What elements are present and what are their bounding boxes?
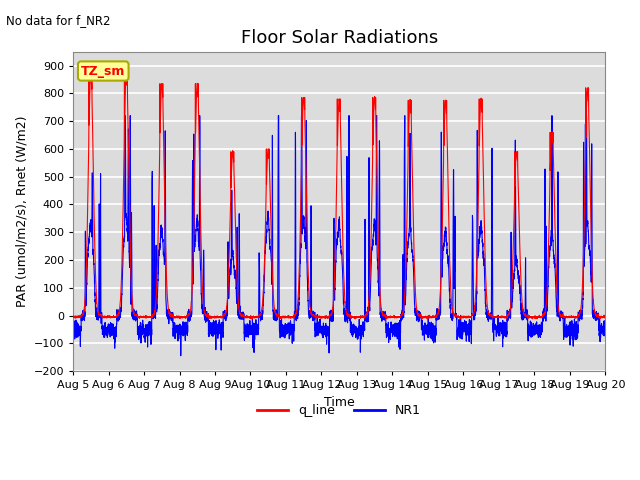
q_line	[489, 313, 497, 319]
Title: Floor Solar Radiations: Floor Solar Radiations	[241, 29, 438, 48]
q_line	[69, 313, 77, 319]
Text: TZ_sm: TZ_sm	[81, 64, 125, 77]
q_line	[602, 315, 609, 321]
Line: NR1: NR1	[73, 116, 605, 356]
NR1	[121, 113, 129, 119]
NR1	[601, 329, 609, 335]
NR1	[69, 328, 77, 334]
NR1	[177, 353, 184, 359]
NR1	[165, 321, 173, 326]
X-axis label: Time: Time	[324, 396, 355, 408]
q_line	[165, 308, 173, 313]
q_line	[277, 316, 285, 322]
Text: No data for f_NR2: No data for f_NR2	[6, 14, 111, 27]
q_line	[319, 314, 327, 320]
NR1	[429, 333, 436, 338]
NR1	[319, 335, 327, 340]
q_line	[122, 68, 130, 74]
q_line	[458, 314, 466, 320]
q_line	[601, 314, 609, 320]
NR1	[602, 331, 609, 336]
Line: q_line: q_line	[73, 71, 605, 319]
Legend: q_line, NR1: q_line, NR1	[252, 399, 426, 422]
NR1	[489, 269, 497, 275]
Y-axis label: PAR (umol/m2/s), Rnet (W/m2): PAR (umol/m2/s), Rnet (W/m2)	[15, 116, 28, 307]
NR1	[458, 336, 466, 342]
q_line	[429, 314, 436, 320]
